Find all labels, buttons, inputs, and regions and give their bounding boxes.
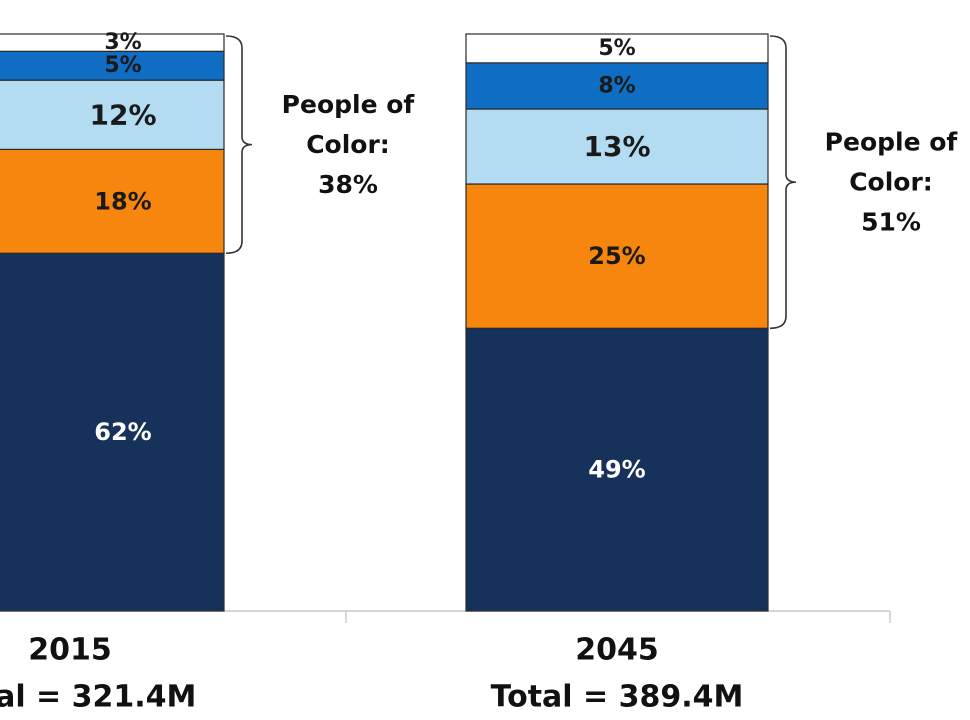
bar-segment	[0, 252, 225, 612]
bar-segment-label: 13%	[583, 130, 650, 163]
bracket-label-line: Color:	[306, 130, 390, 159]
bar-segment	[465, 327, 769, 612]
bar-segment	[0, 148, 225, 254]
bar-segment	[465, 33, 769, 64]
bar-segment	[465, 62, 769, 110]
category-label: 2015	[28, 633, 112, 668]
bracket-label-line: 51%	[861, 208, 921, 237]
category-label: 2045	[575, 633, 659, 668]
bar-segment	[465, 183, 769, 329]
bracket-label-line: Color:	[849, 168, 933, 197]
bar-segment-label: 49%	[588, 456, 645, 484]
bar-segment-label: 3%	[104, 30, 141, 55]
bar-segment-label: 18%	[94, 187, 151, 215]
people-of-color-bracket	[225, 35, 253, 255]
bar-segment	[0, 79, 225, 151]
bar-segment-label: 12%	[89, 98, 156, 131]
total-label: Total = 321.4M	[0, 680, 196, 715]
bar-segment-label: 5%	[598, 36, 635, 61]
bracket-label-line: People of	[282, 90, 416, 119]
bar-segment-label: 5%	[104, 53, 141, 78]
bar-segment	[0, 50, 225, 81]
people-of-color-bracket	[769, 35, 797, 330]
bracket-label-line: People of	[825, 128, 959, 157]
bar-segment	[0, 33, 225, 52]
bar-segment	[465, 108, 769, 185]
bar-segment-label: 62%	[94, 418, 151, 446]
total-label: Total = 389.4M	[491, 680, 744, 715]
bar-segment-label: 25%	[588, 242, 645, 270]
bracket-label-line: 38%	[318, 170, 378, 199]
bar-segment-label: 8%	[598, 73, 635, 98]
